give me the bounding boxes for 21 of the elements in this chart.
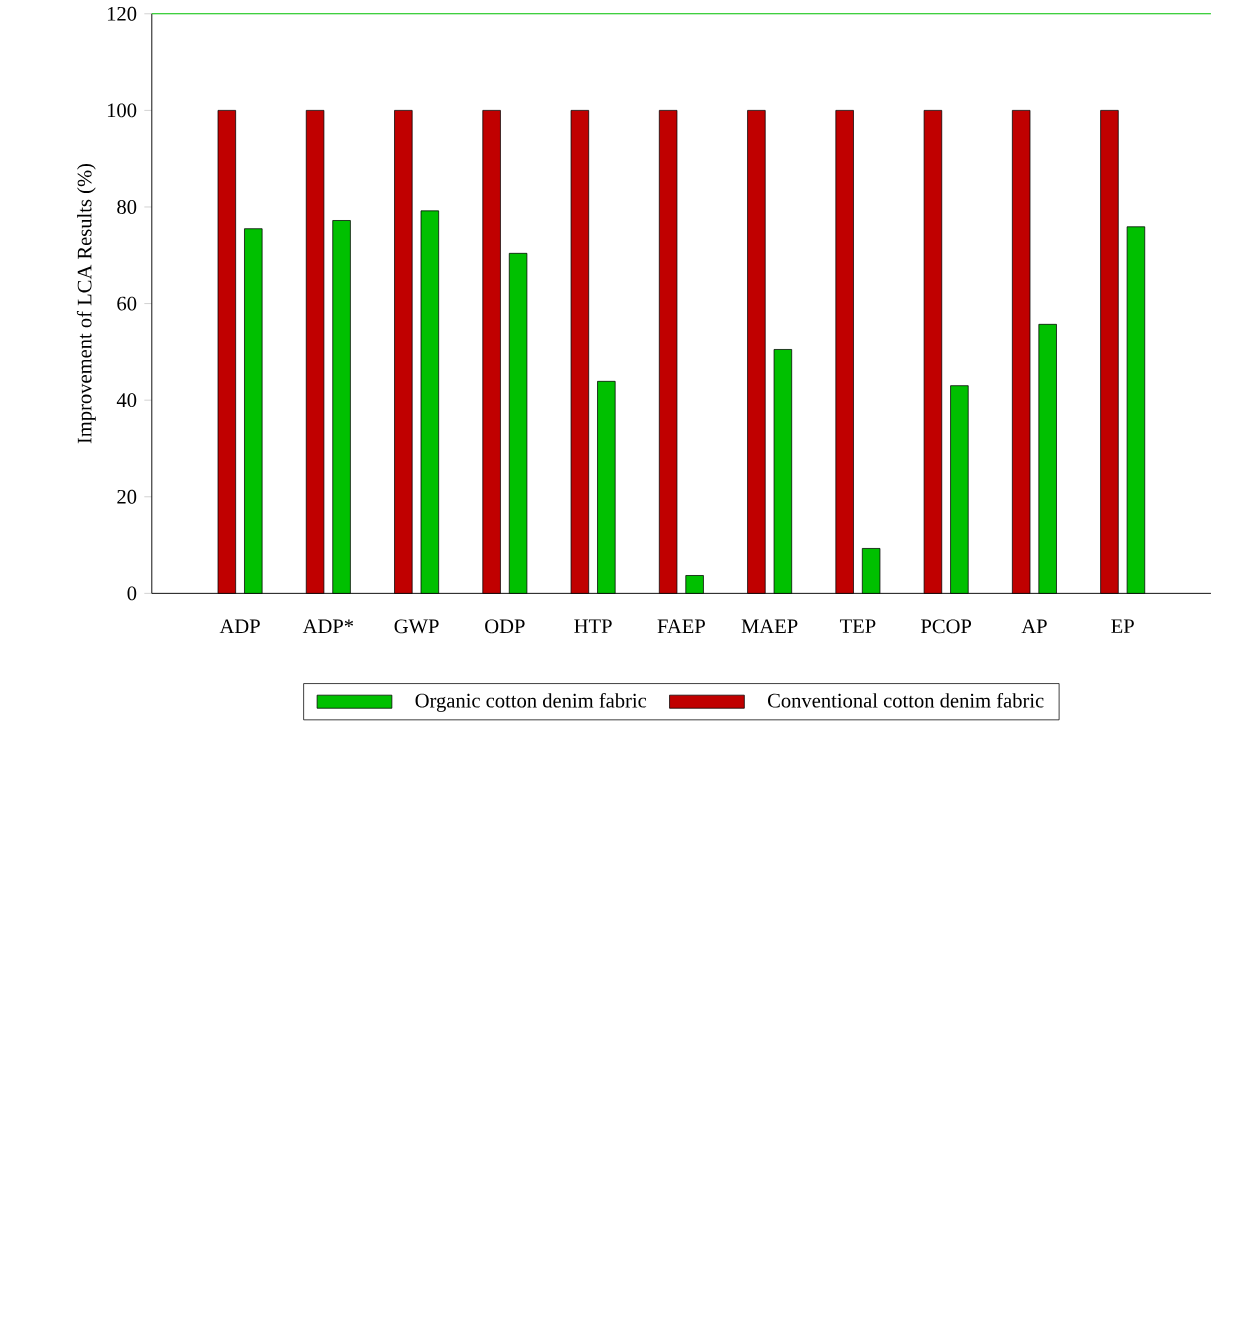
y-tick-label: 100 bbox=[108, 103, 137, 118]
x-tick-label: GWP bbox=[394, 619, 439, 634]
y-tick-label: 40 bbox=[117, 393, 137, 408]
x-tick-label: HTP bbox=[574, 619, 612, 633]
y-axis-title: Improvement of LCA Results (%) bbox=[77, 163, 96, 444]
x-tick-label: AP bbox=[1021, 619, 1047, 633]
y-tick-label: 0 bbox=[127, 586, 137, 601]
x-tick-label: PCOP bbox=[921, 619, 972, 634]
x-tick-label: ODP bbox=[485, 619, 525, 634]
x-tick-label: TEP bbox=[840, 619, 876, 633]
y-tick-label: 120 bbox=[108, 6, 137, 21]
y-tick-label: 80 bbox=[117, 200, 137, 214]
x-tick-label: ADP bbox=[219, 619, 261, 633]
x-tick-label: MAEP bbox=[741, 619, 798, 633]
legend-label: Organic cotton denim fabric bbox=[415, 692, 647, 712]
y-tick-label: 20 bbox=[117, 489, 137, 504]
x-tick-label: ADP* bbox=[303, 619, 354, 633]
y-tick-label: 60 bbox=[117, 296, 137, 311]
legend-label: Conventional cotton denim fabric bbox=[768, 692, 1044, 708]
x-tick-label: FAEP bbox=[657, 619, 706, 633]
x-tick-label: EP bbox=[1111, 619, 1135, 633]
